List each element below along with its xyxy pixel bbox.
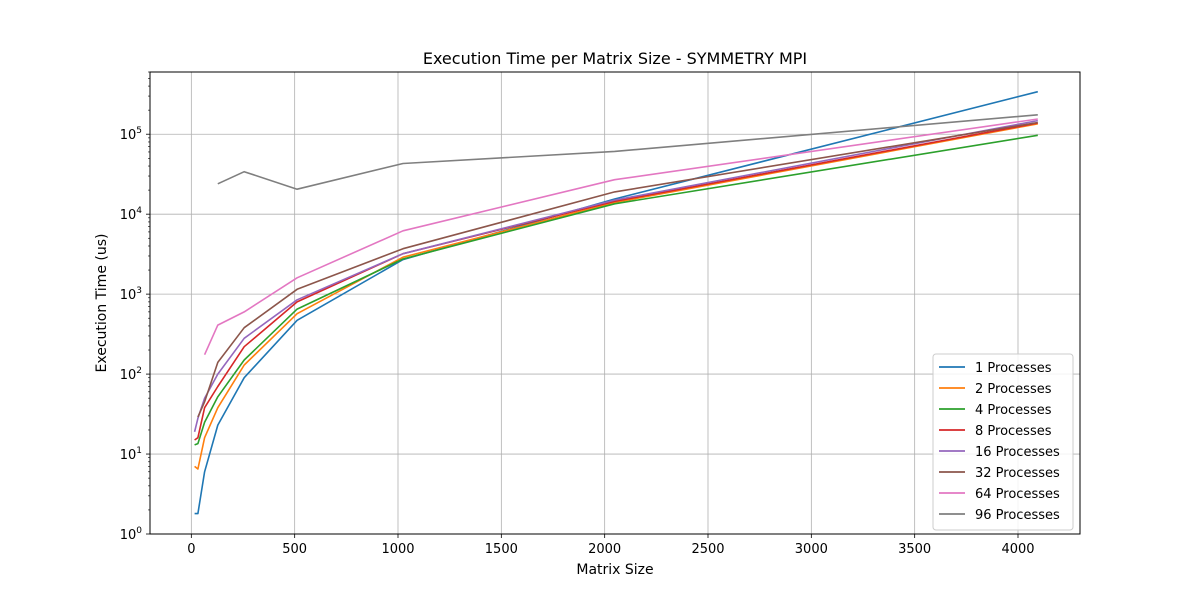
y-tick-base: 10	[120, 528, 137, 543]
x-tick-label: 4000	[1001, 542, 1034, 557]
y-tick-exponent: 5	[136, 126, 142, 136]
x-tick-label: 2500	[691, 542, 724, 557]
series-line-64-processes	[203, 118, 1038, 356]
y-tick-base: 10	[120, 128, 137, 143]
x-tick-label: 3000	[795, 542, 828, 557]
y-tick-exponent: 0	[136, 526, 142, 536]
y-tick-label: 104	[120, 206, 143, 223]
series-line-4-processes	[194, 134, 1038, 446]
y-axis-label: Execution Time (us)	[94, 234, 110, 373]
y-tick-exponent: 1	[136, 446, 142, 456]
plot-frame	[149, 71, 1081, 535]
legend: 1 Processes 2 Processes 4 Processes 8 Proce…	[932, 353, 1074, 531]
y-tick-label: 103	[120, 286, 142, 303]
legend-label: 64 Processes	[975, 487, 1060, 502]
series-line-32-processes	[197, 121, 1038, 418]
y-tick-base: 10	[120, 208, 137, 223]
legend-label: 1 Processes	[975, 361, 1052, 376]
legend-label: 8 Processes	[975, 424, 1052, 439]
y-tick-exponent: 2	[136, 366, 142, 376]
chart-title: Execution Time per Matrix Size - SYMMETR…	[423, 49, 807, 68]
x-tick-label: 0	[187, 542, 195, 557]
legend-label: 16 Processes	[975, 445, 1060, 460]
y-tick-label: 100	[120, 526, 143, 543]
x-tick-label: 2000	[588, 542, 621, 557]
y-tick-base: 10	[120, 288, 137, 303]
y-tick-base: 10	[120, 448, 137, 463]
x-tick-label: 1000	[381, 542, 414, 557]
legend-label: 96 Processes	[975, 508, 1060, 523]
legend-label: 32 Processes	[975, 466, 1060, 481]
y-tick-label: 105	[120, 126, 142, 143]
legend-box	[932, 353, 1074, 531]
legend-label: 2 Processes	[975, 382, 1052, 397]
series-line-96-processes	[217, 114, 1038, 190]
x-tick-label: 1500	[485, 542, 518, 557]
legend-label: 4 Processes	[975, 403, 1052, 418]
x-tick-label: 3500	[898, 542, 931, 557]
axis-ticks: 0 500 1000 1500 2000 2500 3000 3500 400010010110…	[120, 71, 1035, 557]
x-axis-label: Matrix Size	[576, 562, 653, 578]
series-line-2-processes	[194, 123, 1038, 470]
y-tick-base: 10	[120, 368, 137, 383]
y-tick-label: 102	[120, 366, 142, 383]
x-tick-label: 500	[282, 542, 307, 557]
y-tick-exponent: 4	[136, 206, 142, 216]
y-tick-label: 101	[120, 446, 142, 463]
y-tick-exponent: 3	[136, 286, 142, 296]
data-series	[193, 90, 1038, 515]
